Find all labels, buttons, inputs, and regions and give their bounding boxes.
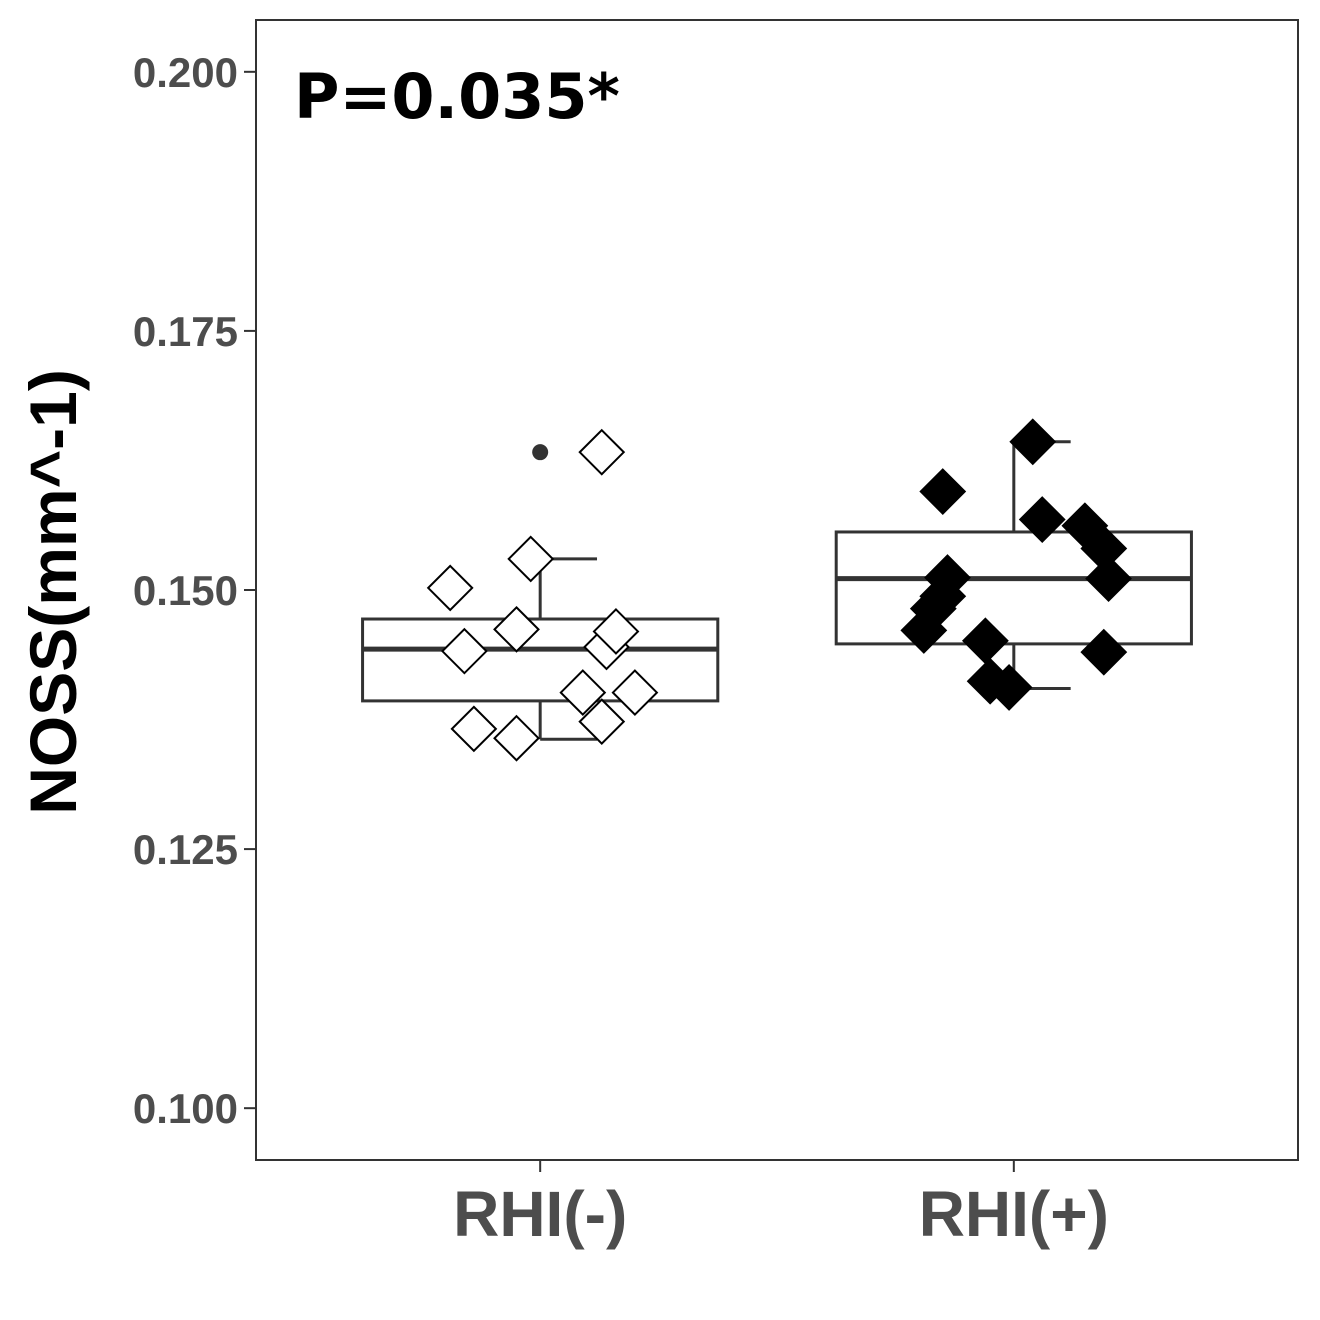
- filled-diamond-point: [985, 664, 1033, 711]
- x-axis: RHI(-) RHI(+): [453, 1160, 1109, 1250]
- y-tick-label: 0.175: [133, 308, 238, 355]
- y-tick-label: 0.200: [133, 49, 238, 96]
- open-diamond-point: [493, 714, 540, 762]
- y-tick-label: 0.100: [133, 1085, 238, 1132]
- open-diamond-point: [559, 669, 607, 717]
- y-axis: 0.100 0.125 0.150 0.175 0.200: [133, 49, 256, 1132]
- box-iqr: [361, 617, 720, 703]
- x-tick-label: RHI(-): [453, 1178, 627, 1250]
- open-diamond-point: [450, 705, 498, 753]
- filled-diamond-point: [919, 468, 967, 515]
- p-value-annotation: P=0.035*: [294, 60, 620, 133]
- open-diamond-point: [578, 428, 626, 476]
- open-diamond-point: [578, 698, 626, 746]
- filled-diamond-point: [1085, 555, 1132, 603]
- point-layer: [426, 418, 1132, 762]
- y-tick-label: 0.150: [133, 567, 238, 614]
- y-tick-label: 0.125: [133, 826, 238, 873]
- open-diamond-point: [611, 669, 659, 717]
- open-diamond-point: [426, 564, 474, 612]
- open-diamond-point: [440, 627, 488, 675]
- x-tick-label: RHI(+): [919, 1178, 1109, 1250]
- open-diamond-point: [493, 605, 540, 653]
- box-iqr: [834, 530, 1193, 646]
- y-axis-title: NOSS(mm^-1): [16, 369, 90, 815]
- filled-diamond-point: [1018, 496, 1066, 543]
- filled-diamond-point: [1080, 628, 1128, 676]
- filled-diamond-point: [924, 554, 971, 601]
- outlier-point: [532, 444, 549, 461]
- open-diamond-point: [507, 535, 555, 583]
- open-diamond-point: [592, 608, 640, 655]
- filled-diamond-point: [1009, 418, 1057, 466]
